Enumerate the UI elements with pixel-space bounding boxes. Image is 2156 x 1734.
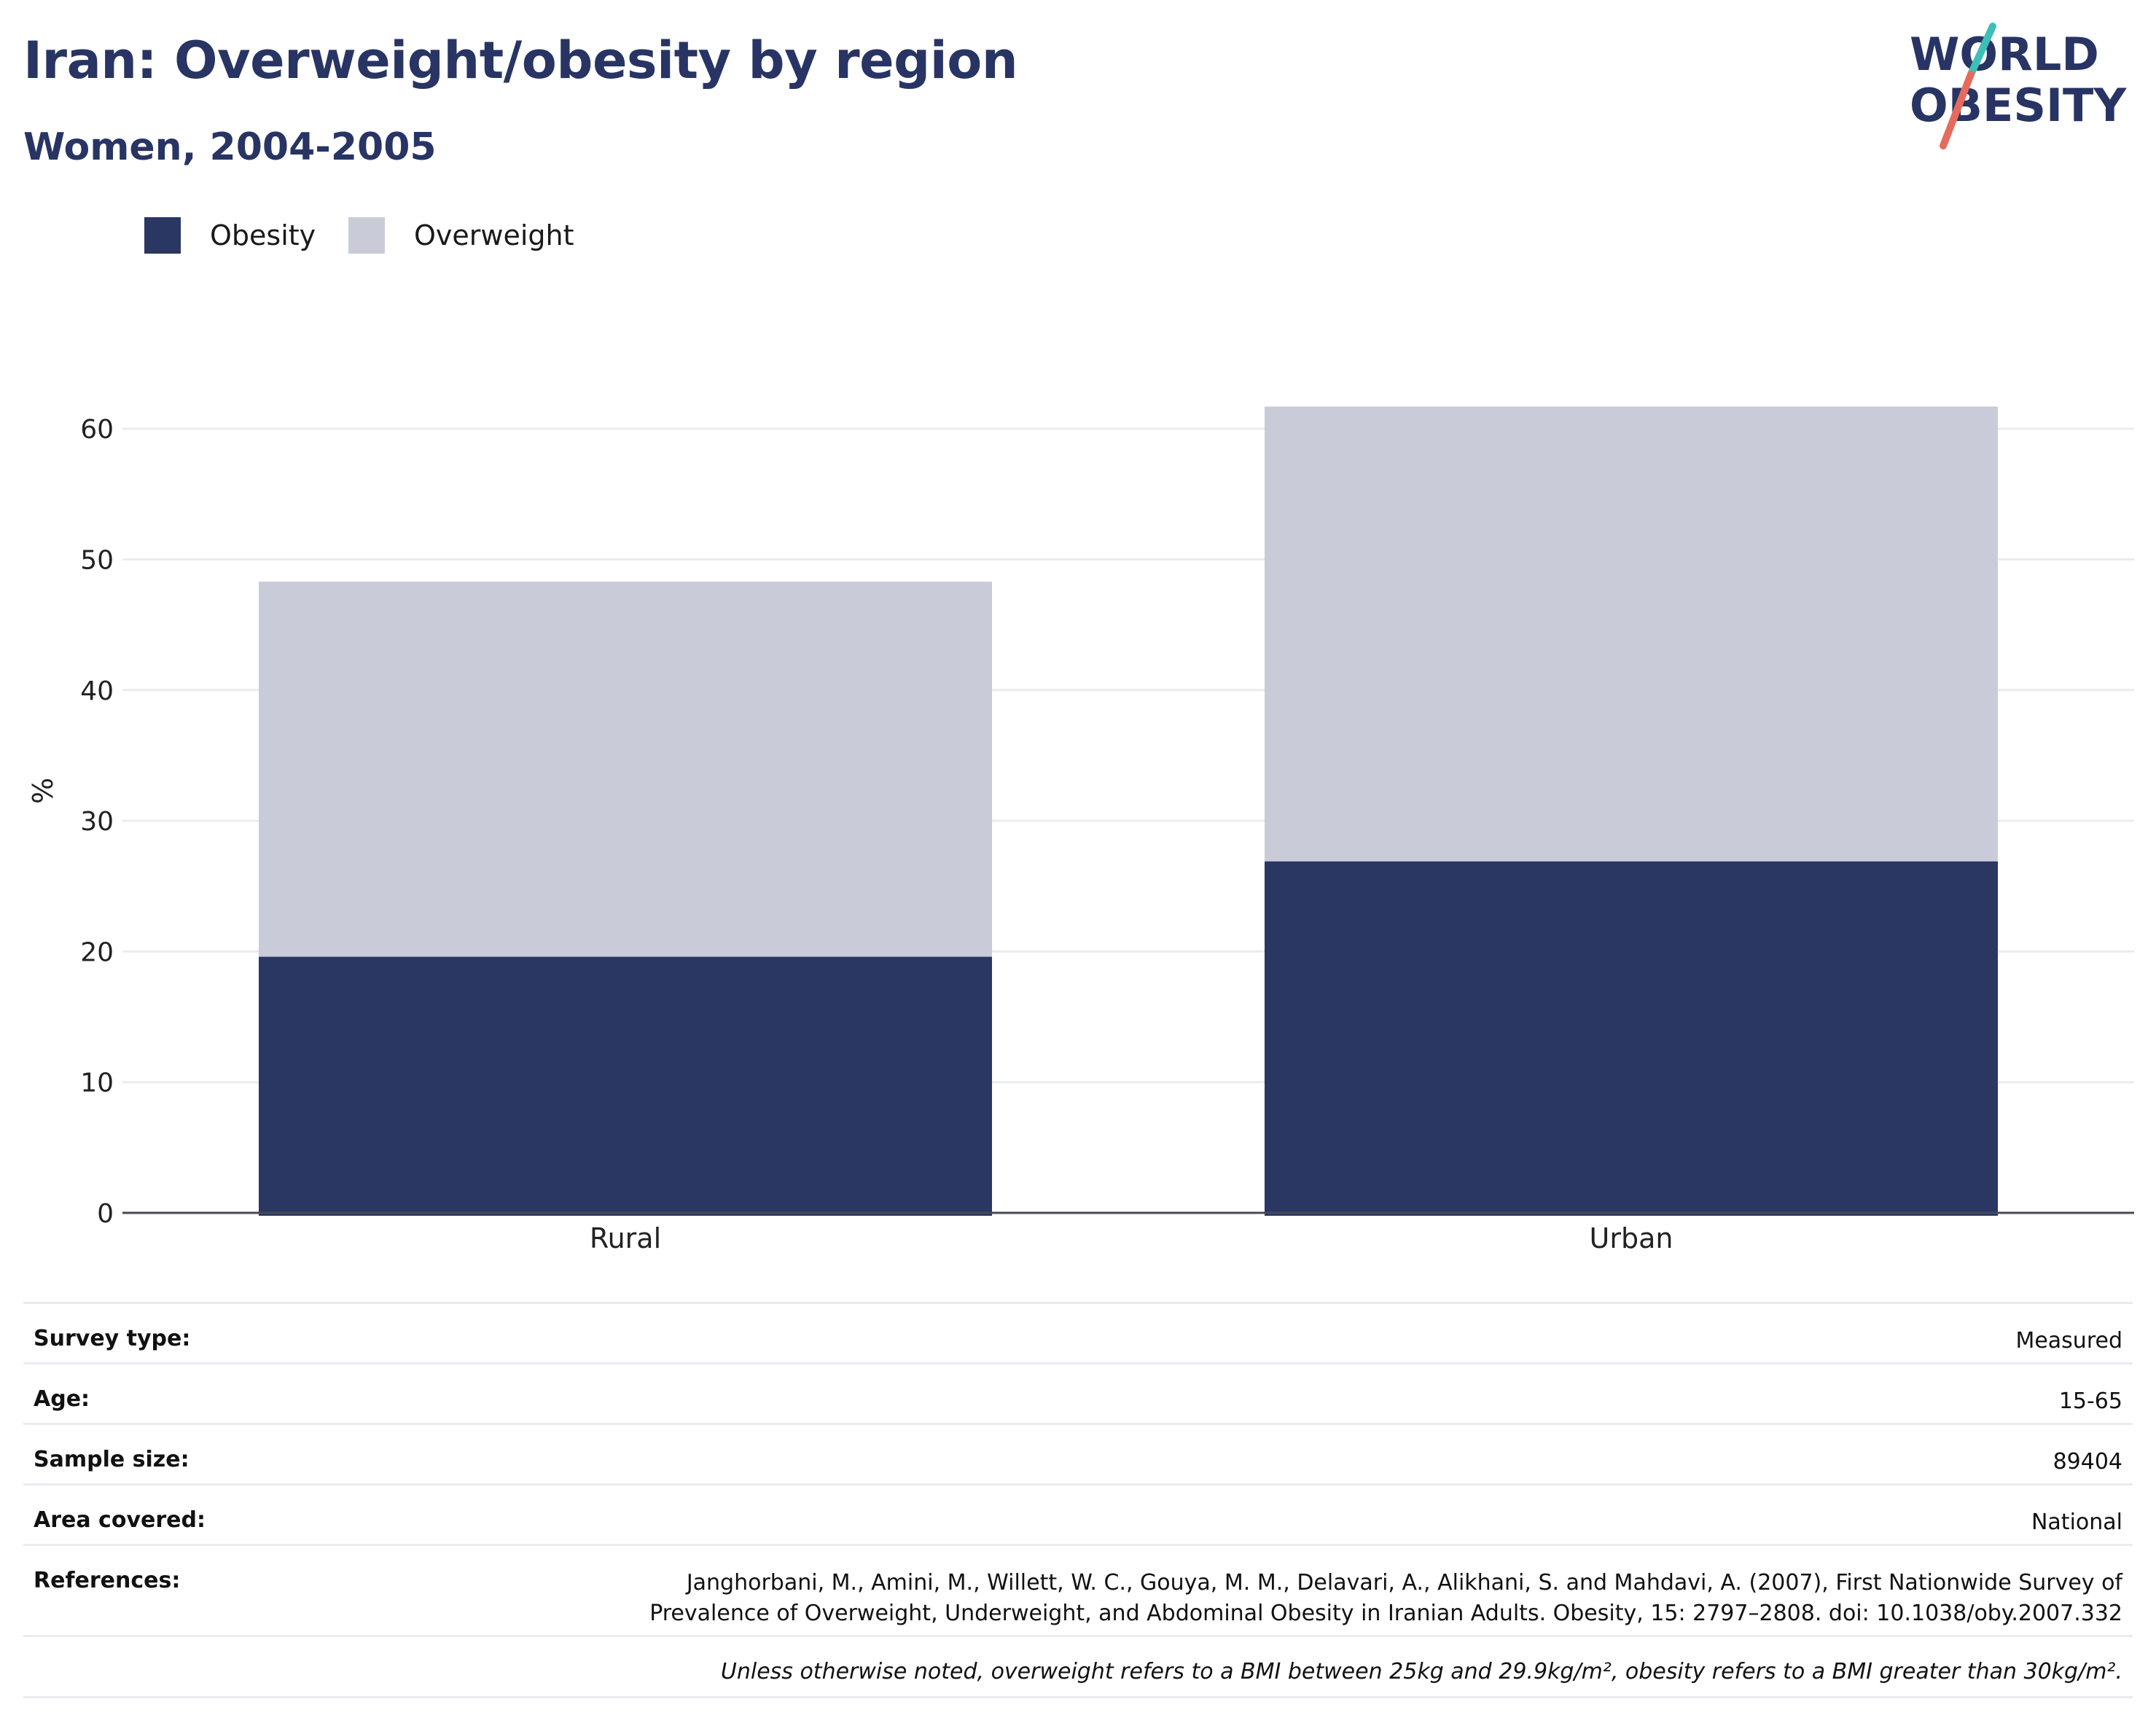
bar-overweight-urban[interactable] <box>1265 406 1998 862</box>
info-value-area-covered: National <box>2031 1510 2122 1535</box>
legend-swatch-overweight <box>348 217 385 254</box>
info-row-bmi-note: Unless otherwise noted, overweight refer… <box>23 1637 2133 1698</box>
logo-slash-bottom <box>1940 71 1975 149</box>
y-tick-label: 20 <box>80 937 114 967</box>
logo-slash-top <box>1967 23 1996 78</box>
y-tick-label: 60 <box>80 415 114 445</box>
info-value-survey-type: Measured <box>2015 1328 2122 1354</box>
stacked-bar-chart: 0 10 20 30 40 50 60 Rural Urban % <box>27 406 2134 1254</box>
bar-obesity-urban[interactable] <box>1265 861 1998 1216</box>
y-tick-label: 10 <box>80 1069 114 1098</box>
logo-line-world: WORLD <box>1910 28 2099 81</box>
axes: 0 10 20 30 40 50 60 Rural Urban <box>80 415 2134 1254</box>
chart-subtitle: Women, 2004-2005 <box>23 125 437 169</box>
x-tick-label: Rural <box>590 1222 661 1254</box>
info-label-age: Age: <box>34 1386 90 1412</box>
info-row-sample-size: Sample size: 89404 <box>23 1425 2133 1485</box>
info-row-references: References: Janghorbani, M., Amini, M., … <box>23 1546 2133 1637</box>
y-tick-label: 0 <box>97 1199 114 1229</box>
legend-swatch-obesity <box>144 217 181 254</box>
info-label-sample-size: Sample size: <box>34 1447 190 1472</box>
info-row-area-covered: Area covered: National <box>23 1485 2133 1546</box>
info-value-age: 15-65 <box>2058 1389 2122 1414</box>
info-value-references: Janghorbani, M., Amini, M., Willett, W. … <box>649 1570 2122 1626</box>
legend-label-obesity: Obesity <box>210 219 316 251</box>
logo-line-obesity: OBESITY <box>1910 79 2127 132</box>
world-obesity-logo: WORLD OBESITY <box>1910 23 2127 149</box>
info-row-survey-type: Survey type: Measured <box>23 1304 2133 1364</box>
info-label-references: References: <box>34 1568 181 1593</box>
bar-overweight-rural[interactable] <box>259 581 992 957</box>
info-label-area-covered: Area covered: <box>34 1507 206 1533</box>
info-value-sample-size: 89404 <box>2053 1449 2122 1475</box>
info-label-survey-type: Survey type: <box>34 1326 191 1351</box>
x-tick-label: Urban <box>1590 1222 1673 1254</box>
y-tick-label: 50 <box>80 546 114 576</box>
info-row-age: Age: 15-65 <box>23 1364 2133 1425</box>
legend-label-overweight: Overweight <box>414 219 574 251</box>
y-tick-label: 30 <box>80 807 114 837</box>
bar-obesity-rural[interactable] <box>259 956 992 1216</box>
chart-title: Iran: Overweight/obesity by region <box>23 31 1018 90</box>
legend-item-overweight[interactable]: Overweight <box>348 217 574 254</box>
survey-info-table: Survey type: Measured Age: 15-65 Sample … <box>23 1302 2133 1698</box>
legend-item-obesity[interactable]: Obesity <box>144 217 316 254</box>
bars <box>259 406 1998 1216</box>
bmi-definition-note: Unless otherwise noted, overweight refer… <box>720 1659 2122 1684</box>
y-axis-title: % <box>27 778 59 804</box>
y-tick-label: 40 <box>80 676 114 706</box>
